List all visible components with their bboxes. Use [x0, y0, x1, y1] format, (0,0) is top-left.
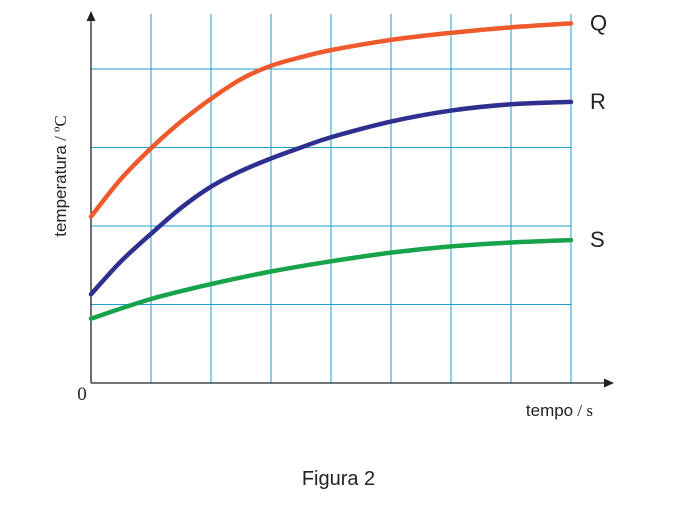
series-labels: Q R S	[590, 10, 607, 252]
y-axis-arrow	[86, 11, 96, 21]
series-label-s: S	[590, 227, 605, 252]
series-line-q	[88, 21, 574, 219]
chart-axes	[86, 11, 614, 388]
origin-label: 0	[77, 384, 87, 405]
figure-caption: Figura 2	[301, 468, 376, 490]
y-axis-label-separator: /	[51, 132, 70, 145]
series-line-r	[88, 99, 574, 297]
y-axis-label-name: temperatura	[51, 145, 70, 237]
series-label-q: Q	[590, 10, 607, 35]
chart-grid	[91, 14, 572, 383]
chart-series	[88, 21, 574, 321]
x-axis-arrow	[604, 378, 614, 388]
x-axis-label-unit: s	[586, 401, 593, 420]
series-line-s	[88, 237, 574, 321]
x-axis-label-separator: /	[573, 401, 586, 420]
series-label-r: R	[590, 89, 606, 114]
y-axis-label-unit: ºC	[51, 115, 70, 132]
y-axis-label: temperatura / ºC	[51, 115, 70, 237]
x-axis-label: tempo / s	[526, 401, 593, 420]
x-axis-label-name: tempo	[526, 401, 573, 420]
